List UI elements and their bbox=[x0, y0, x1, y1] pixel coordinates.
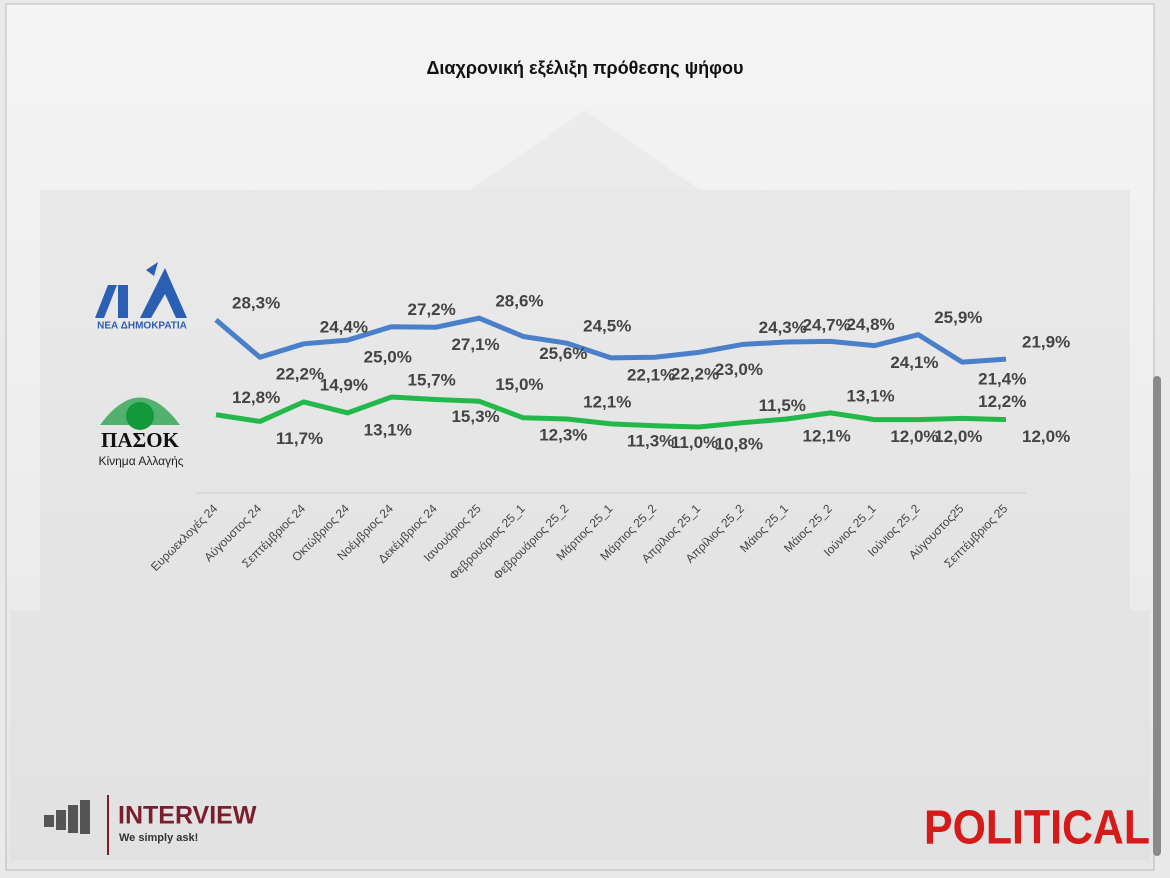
pasok-name: ΠΑΣΟΚ bbox=[101, 428, 180, 452]
data-label: 22,1% bbox=[627, 365, 675, 384]
series-line bbox=[214, 315, 1007, 365]
data-label: 12,0% bbox=[890, 427, 938, 446]
slide bbox=[5, 3, 1155, 871]
background-building bbox=[10, 110, 1150, 860]
data-label: 28,6% bbox=[495, 292, 543, 311]
data-label: 12,8% bbox=[232, 388, 280, 407]
data-label: 21,4% bbox=[978, 370, 1026, 389]
pasok-logo bbox=[100, 397, 180, 430]
data-label: 13,1% bbox=[364, 420, 412, 439]
data-label: 27,2% bbox=[408, 300, 456, 319]
data-label: 11,5% bbox=[759, 396, 806, 415]
data-label: 24,3% bbox=[759, 318, 807, 337]
pollster-slogan: We simply ask! bbox=[119, 832, 198, 844]
data-label: 10,8% bbox=[715, 434, 763, 453]
data-label: 13,1% bbox=[846, 386, 894, 405]
data-label: 22,2% bbox=[276, 365, 324, 384]
interview-logo bbox=[44, 795, 109, 855]
data-label: 15,7% bbox=[408, 370, 456, 389]
nd-name: ΝΕΑ ΔΗΜΟΚΡΑΤΙΑ bbox=[97, 321, 187, 332]
data-label: 12,1% bbox=[803, 427, 851, 446]
data-label: 12,0% bbox=[1022, 427, 1070, 446]
data-label: 24,8% bbox=[846, 315, 894, 334]
data-label: 12,0% bbox=[934, 427, 982, 446]
data-label: 12,1% bbox=[583, 393, 631, 412]
data-label: 12,3% bbox=[539, 425, 587, 444]
data-label: 15,0% bbox=[495, 375, 543, 394]
data-label: 24,1% bbox=[890, 353, 938, 372]
pasok-subtitle: Κίνημα Αλλαγής bbox=[98, 454, 183, 468]
data-label: 28,3% bbox=[232, 293, 280, 312]
media-logo: POLITICAL bbox=[924, 802, 1150, 855]
nd-logo bbox=[95, 262, 187, 318]
data-label: 12,2% bbox=[978, 392, 1026, 411]
data-label: 25,0% bbox=[364, 348, 412, 367]
data-label: 11,0% bbox=[671, 433, 718, 452]
data-label: 15,3% bbox=[451, 407, 499, 426]
pollster-name: INTERVIEW bbox=[118, 802, 257, 830]
data-label: 14,9% bbox=[320, 375, 368, 394]
series-line bbox=[215, 394, 1007, 430]
data-label: 24,5% bbox=[583, 317, 631, 336]
data-label: 25,9% bbox=[934, 308, 982, 327]
data-label: 23,0% bbox=[715, 360, 763, 379]
chart-title: Διαχρονική εξέλιξη πρόθεσης ψήφου bbox=[426, 58, 743, 79]
data-label: 11,7% bbox=[276, 429, 323, 448]
data-label: 24,4% bbox=[320, 317, 368, 336]
data-label: 24,7% bbox=[803, 315, 851, 334]
data-label: 22,2% bbox=[671, 365, 719, 384]
data-label: 27,1% bbox=[451, 335, 499, 354]
scrollbar[interactable] bbox=[1153, 376, 1161, 856]
data-label: 25,6% bbox=[539, 344, 587, 363]
data-label: 11,3% bbox=[627, 431, 674, 450]
data-label: 21,9% bbox=[1022, 333, 1070, 352]
